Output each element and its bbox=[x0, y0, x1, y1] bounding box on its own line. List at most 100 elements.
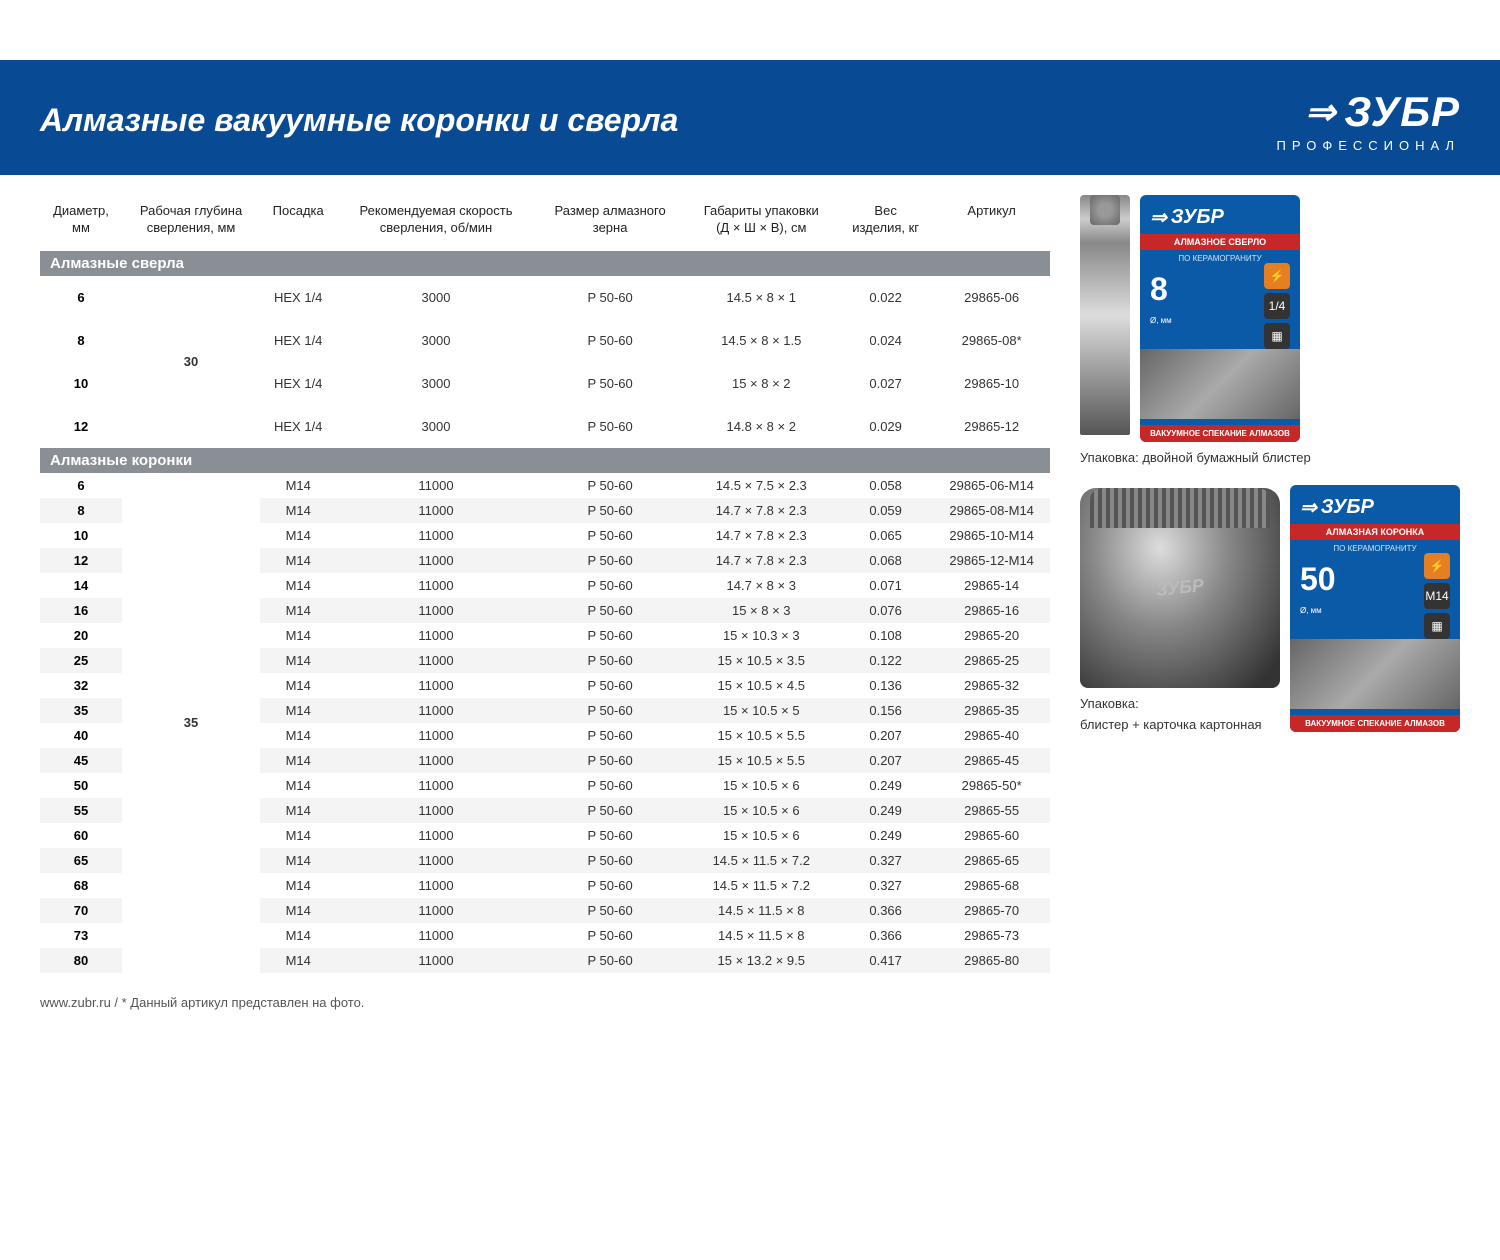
cell: 0.366 bbox=[838, 923, 933, 948]
cell: M14 bbox=[260, 748, 336, 773]
cell: 0.156 bbox=[838, 698, 933, 723]
table-row: 635M1411000P 50-6014.5 × 7.5 × 2.30.0582… bbox=[40, 473, 1050, 498]
cell: P 50-60 bbox=[536, 848, 685, 873]
cell: 11000 bbox=[336, 798, 535, 823]
cell: 65 bbox=[40, 848, 122, 873]
cell: P 50-60 bbox=[536, 723, 685, 748]
cell: 14.7 × 7.8 × 2.3 bbox=[685, 548, 838, 573]
cell: 11000 bbox=[336, 848, 535, 873]
cell: 12 bbox=[40, 548, 122, 573]
pkg1-footer: ВАКУУМНОЕ СПЕКАНИЕ АЛМАЗОВ bbox=[1140, 425, 1300, 442]
cell: M14 bbox=[260, 873, 336, 898]
cell: 0.024 bbox=[838, 319, 933, 362]
cell: 16 bbox=[40, 598, 122, 623]
cell: 0.207 bbox=[838, 723, 933, 748]
cell: P 50-60 bbox=[536, 523, 685, 548]
package-card-1: ⇒ЗУБР АЛМАЗНОЕ СВЕРЛО ПО КЕРАМОГРАНИТУ ⚡… bbox=[1140, 195, 1300, 442]
cell: 29865-06 bbox=[933, 276, 1050, 319]
cell: 8 bbox=[40, 319, 122, 362]
cell: 29865-10-M14 bbox=[933, 523, 1050, 548]
cell: P 50-60 bbox=[536, 898, 685, 923]
cell: P 50-60 bbox=[536, 948, 685, 973]
package-card-2: ⇒ЗУБР АЛМАЗНАЯ КОРОНКА ПО КЕРАМОГРАНИТУ … bbox=[1290, 485, 1460, 732]
cell: 15 × 10.5 × 6 bbox=[685, 798, 838, 823]
product-2: Упаковка: блистер + карточка картонная ⇒… bbox=[1080, 485, 1460, 732]
cell: P 50-60 bbox=[536, 748, 685, 773]
cell: 15 × 10.5 × 3.5 bbox=[685, 648, 838, 673]
cell: 11000 bbox=[336, 748, 535, 773]
cell: 29865-12 bbox=[933, 405, 1050, 448]
cell: 11000 bbox=[336, 898, 535, 923]
col-header: Посадка bbox=[260, 195, 336, 251]
col-header: Габариты упаковки(Д × Ш × В), см bbox=[685, 195, 838, 251]
cell: 0.366 bbox=[838, 898, 933, 923]
cell: 11000 bbox=[336, 473, 535, 498]
cell: 8 bbox=[40, 498, 122, 523]
hex-icon: 1/4 bbox=[1264, 293, 1290, 319]
cell: 35 bbox=[40, 698, 122, 723]
cell: M14 bbox=[260, 923, 336, 948]
cell: M14 bbox=[260, 773, 336, 798]
cell: 11000 bbox=[336, 673, 535, 698]
cell: 14.7 × 7.8 × 2.3 bbox=[685, 523, 838, 548]
pkg-product-image bbox=[1290, 639, 1460, 709]
cell: 14.5 × 11.5 × 8 bbox=[685, 923, 838, 948]
cell: 3000 bbox=[336, 405, 535, 448]
cell: 40 bbox=[40, 723, 122, 748]
cell: 70 bbox=[40, 898, 122, 923]
tile-icon: ▦ bbox=[1424, 613, 1450, 639]
cell: 29865-16 bbox=[933, 598, 1050, 623]
core-bit-image bbox=[1080, 488, 1280, 688]
cell: 6 bbox=[40, 473, 122, 498]
cell: HEX 1/4 bbox=[260, 276, 336, 319]
cell: 10 bbox=[40, 362, 122, 405]
cell: 0.122 bbox=[838, 648, 933, 673]
cell: 0.068 bbox=[838, 548, 933, 573]
cell: M14 bbox=[260, 498, 336, 523]
cell: 15 × 10.5 × 5 bbox=[685, 698, 838, 723]
cell: 12 bbox=[40, 405, 122, 448]
cell: 11000 bbox=[336, 648, 535, 673]
cell: 29865-20 bbox=[933, 623, 1050, 648]
cell: 0.108 bbox=[838, 623, 933, 648]
cell: 29865-10 bbox=[933, 362, 1050, 405]
cell: 3000 bbox=[336, 362, 535, 405]
pkg-product-image bbox=[1140, 349, 1300, 419]
cell: P 50-60 bbox=[536, 873, 685, 898]
cell: 0.076 bbox=[838, 598, 933, 623]
cell: 29865-12-M14 bbox=[933, 548, 1050, 573]
depth-cell: 30 bbox=[122, 276, 260, 448]
section-title: Алмазные сверла bbox=[40, 251, 1050, 276]
cell: P 50-60 bbox=[536, 648, 685, 673]
cell: P 50-60 bbox=[536, 698, 685, 723]
cell: 29865-45 bbox=[933, 748, 1050, 773]
cell: M14 bbox=[260, 523, 336, 548]
cell: 29865-06-M14 bbox=[933, 473, 1050, 498]
cell: 29865-65 bbox=[933, 848, 1050, 873]
cell: 15 × 10.5 × 6 bbox=[685, 823, 838, 848]
cell: 11000 bbox=[336, 523, 535, 548]
cell: M14 bbox=[260, 898, 336, 923]
col-header: Рекомендуемая скоростьсверления, об/мин bbox=[336, 195, 535, 251]
logo-arrow-icon: ⇒ bbox=[1300, 495, 1317, 520]
cell: P 50-60 bbox=[536, 823, 685, 848]
speed-icon: ⚡ bbox=[1424, 553, 1450, 579]
cell: 15 × 10.3 × 3 bbox=[685, 623, 838, 648]
cell: 3000 bbox=[336, 319, 535, 362]
cell: M14 bbox=[260, 798, 336, 823]
cell: M14 bbox=[260, 623, 336, 648]
spec-table: Диаметр,ммРабочая глубинасверления, ммПо… bbox=[40, 195, 1050, 973]
sidebar: ⇒ЗУБР АЛМАЗНОЕ СВЕРЛО ПО КЕРАМОГРАНИТУ ⚡… bbox=[1080, 195, 1460, 973]
cell: 0.249 bbox=[838, 773, 933, 798]
cell: M14 bbox=[260, 648, 336, 673]
cell: 11000 bbox=[336, 573, 535, 598]
cell: M14 bbox=[260, 573, 336, 598]
cell: 0.249 bbox=[838, 798, 933, 823]
cell: M14 bbox=[260, 598, 336, 623]
caption-2b: блистер + карточка картонная bbox=[1080, 717, 1280, 732]
caption-1: Упаковка: двойной бумажный блистер bbox=[1080, 450, 1460, 465]
cell: 11000 bbox=[336, 498, 535, 523]
cell: P 50-60 bbox=[536, 773, 685, 798]
cell: 55 bbox=[40, 798, 122, 823]
cell: 11000 bbox=[336, 948, 535, 973]
